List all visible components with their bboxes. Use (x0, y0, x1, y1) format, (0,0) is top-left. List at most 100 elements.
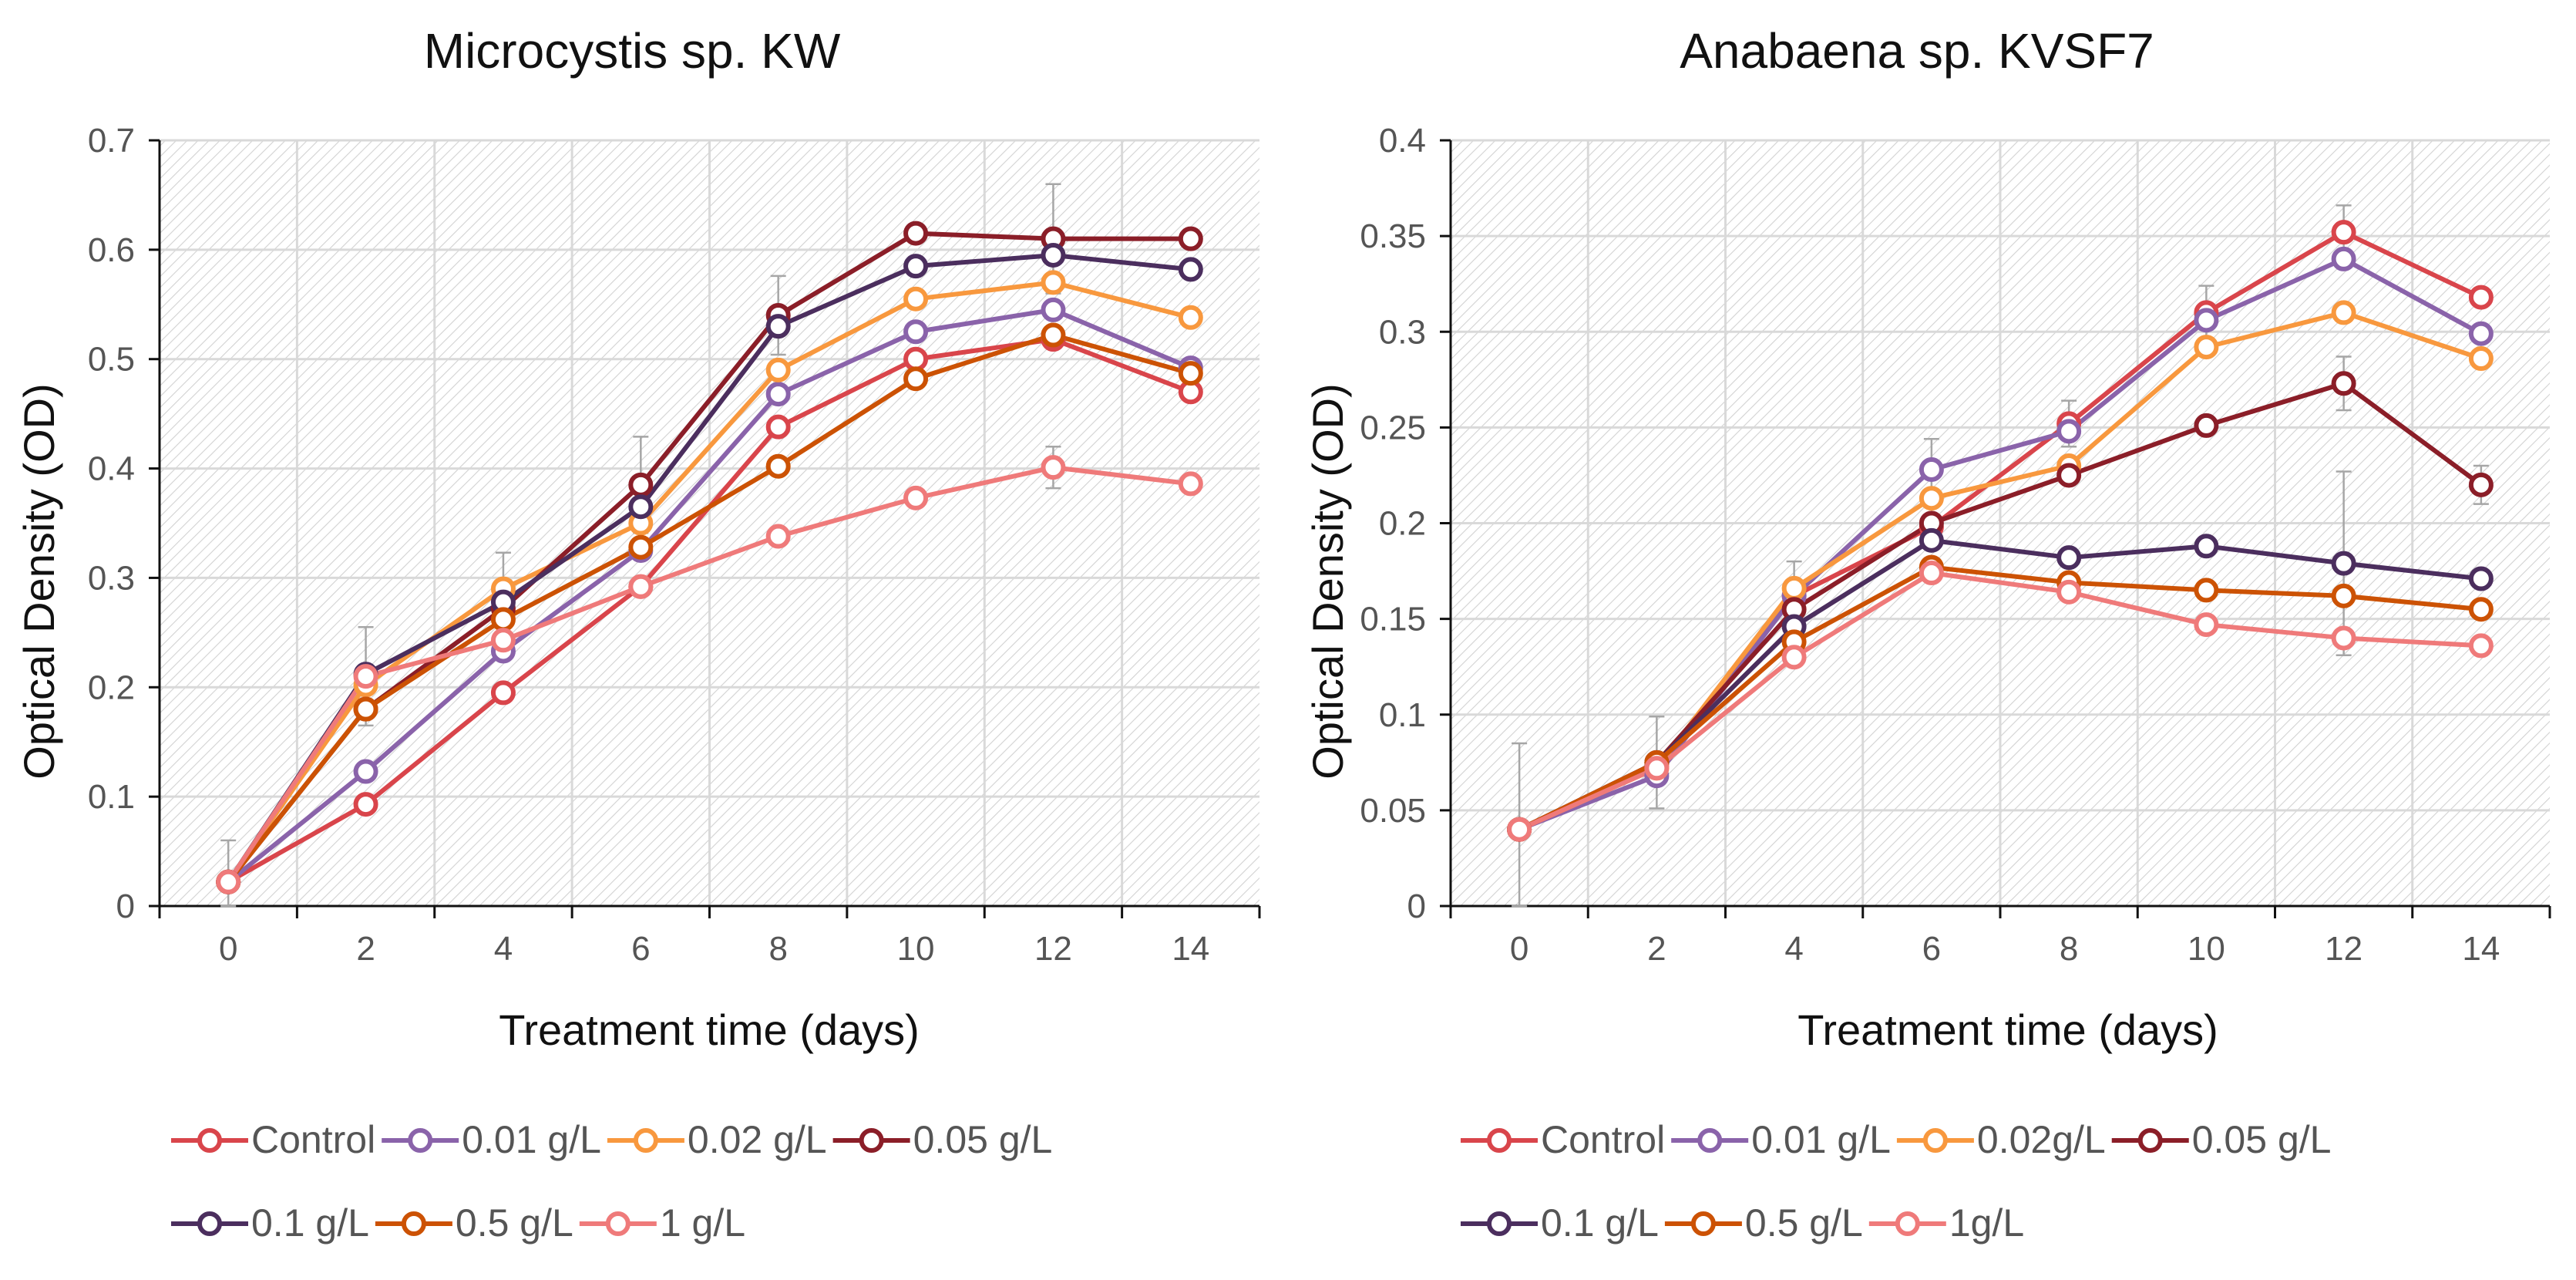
data-point (1781, 575, 1807, 601)
legend-label: 0.1 g/L (1541, 1201, 1659, 1245)
data-point (765, 382, 791, 407)
series-line (227, 307, 1192, 884)
data-point (2331, 220, 2356, 245)
legend-item: Control (171, 1118, 375, 1161)
data-point (2331, 246, 2356, 271)
legend-item: 1 g/L (579, 1201, 745, 1245)
data-point (1041, 242, 1066, 268)
x-tick-label: 2 (356, 930, 375, 968)
y-tick-label: 0.3 (1379, 313, 1426, 351)
legend-marker (1697, 1128, 1723, 1153)
legend-label: 0.02g/L (1977, 1118, 2106, 1161)
y-tick-label: 0.05 (1360, 792, 1426, 830)
data-point (2468, 346, 2494, 372)
legend-marker (1487, 1211, 1512, 1236)
x-tick-label: 14 (1172, 930, 1209, 968)
data-point (2331, 371, 2356, 396)
data-point (2331, 551, 2356, 576)
legend-item: 0.5 g/L (1664, 1201, 1863, 1245)
y-tick-label: 0 (116, 888, 135, 925)
legend-label: 0.5 g/L (1745, 1201, 1863, 1245)
x-axis-label: Treatment time (days) (499, 1005, 920, 1054)
data-point (490, 607, 516, 632)
data-point (903, 254, 929, 279)
y-axis-label: Optical Density (OD) (15, 383, 63, 779)
data-point (903, 319, 929, 345)
data-point (903, 221, 929, 246)
data-point (353, 696, 378, 722)
legend-marker (1487, 1128, 1512, 1153)
legend-marker (197, 1211, 222, 1236)
data-point (2056, 463, 2082, 488)
legend-label: 0.01 g/L (1751, 1118, 1891, 1161)
y-tick-label: 0.1 (1379, 696, 1426, 734)
data-point (1919, 561, 1944, 586)
x-tick-label: 6 (1922, 930, 1941, 968)
legend-item: 1g/L (1868, 1201, 2024, 1245)
data-point (2194, 308, 2219, 333)
data-point (1644, 756, 1670, 781)
x-tick-label: 0 (219, 930, 237, 968)
y-tick-label: 0.4 (88, 450, 135, 488)
legend-label: 0.05 g/L (2192, 1118, 2332, 1161)
legend-marker (1690, 1211, 1716, 1236)
data-point (490, 680, 516, 706)
legend-marker (1895, 1211, 1920, 1236)
legend: Control 0.01 g/L 0.02g/L 0.05 g/L 0.1 g/L 0.5… (1461, 1118, 2331, 1245)
legend-label: Control (251, 1118, 375, 1161)
data-point (765, 524, 791, 549)
data-point (2468, 285, 2494, 310)
x-tick-label: 12 (2325, 930, 2362, 968)
legend-item: 0.5 g/L (375, 1201, 573, 1245)
legend-item: 0.05 g/L (2111, 1118, 2332, 1161)
x-tick-label: 6 (631, 930, 650, 968)
chart-title: Anabaena sp. KVSF7 (1680, 23, 2154, 79)
x-tick-label: 8 (768, 930, 787, 968)
series-line (226, 252, 1192, 884)
legend-item: 0.1 g/L (171, 1201, 369, 1245)
y-tick-label: 0.1 (88, 778, 135, 816)
chart-anabaena: Anabaena sp. KVSF7 0 0.05 0.1 0.15 0.2 0.25 0.… (1303, 23, 2551, 1245)
chart-title: Microcystis sp. KW (424, 23, 841, 79)
legend-label: Control (1541, 1118, 1665, 1161)
data-point (903, 485, 929, 510)
x-axis-label: Treatment time (days) (1797, 1005, 2218, 1054)
y-axis-label: Optical Density (OD) (1303, 383, 1352, 779)
data-point (1507, 817, 1532, 842)
y-tick-label: 0.6 (88, 231, 135, 269)
data-point (2331, 583, 2356, 608)
data-point (1041, 455, 1066, 480)
x-tick-label: 14 (2462, 930, 2500, 968)
data-point (2194, 335, 2219, 360)
x-tick-label: 8 (2060, 930, 2078, 968)
data-point (1178, 305, 1203, 330)
legend-marker (197, 1128, 222, 1153)
legend-item: 0.05 g/L (832, 1118, 1053, 1161)
data-point (2194, 578, 2219, 603)
x-tick-label: 4 (1784, 930, 1803, 968)
y-tick-label: 0.25 (1360, 409, 1426, 446)
legend-item: 0.02 g/L (607, 1118, 827, 1161)
data-point (1041, 270, 1066, 295)
legend-label: 0.02 g/L (688, 1118, 827, 1161)
legend-item: Control (1461, 1118, 1665, 1161)
data-point (2194, 612, 2219, 638)
y-tick-label: 0.35 (1360, 217, 1426, 255)
legend-label: 1g/L (1949, 1201, 2024, 1245)
legend-item: 0.02g/L (1896, 1118, 2106, 1161)
data-point (1041, 322, 1066, 348)
data-point (2331, 625, 2356, 651)
data-point (903, 346, 929, 372)
series-line (1518, 571, 2482, 832)
data-point (628, 534, 654, 560)
data-point (2331, 300, 2356, 325)
legend-item: 0.1 g/L (1461, 1201, 1659, 1245)
y-tick-label: 0.15 (1360, 601, 1426, 638)
legend-item: 0.01 g/L (382, 1118, 601, 1161)
legend-marker (633, 1128, 658, 1153)
data-point (765, 357, 791, 382)
data-point (2194, 413, 2219, 438)
legend-label: 0.05 g/L (913, 1118, 1053, 1161)
series-line (1518, 564, 2482, 832)
